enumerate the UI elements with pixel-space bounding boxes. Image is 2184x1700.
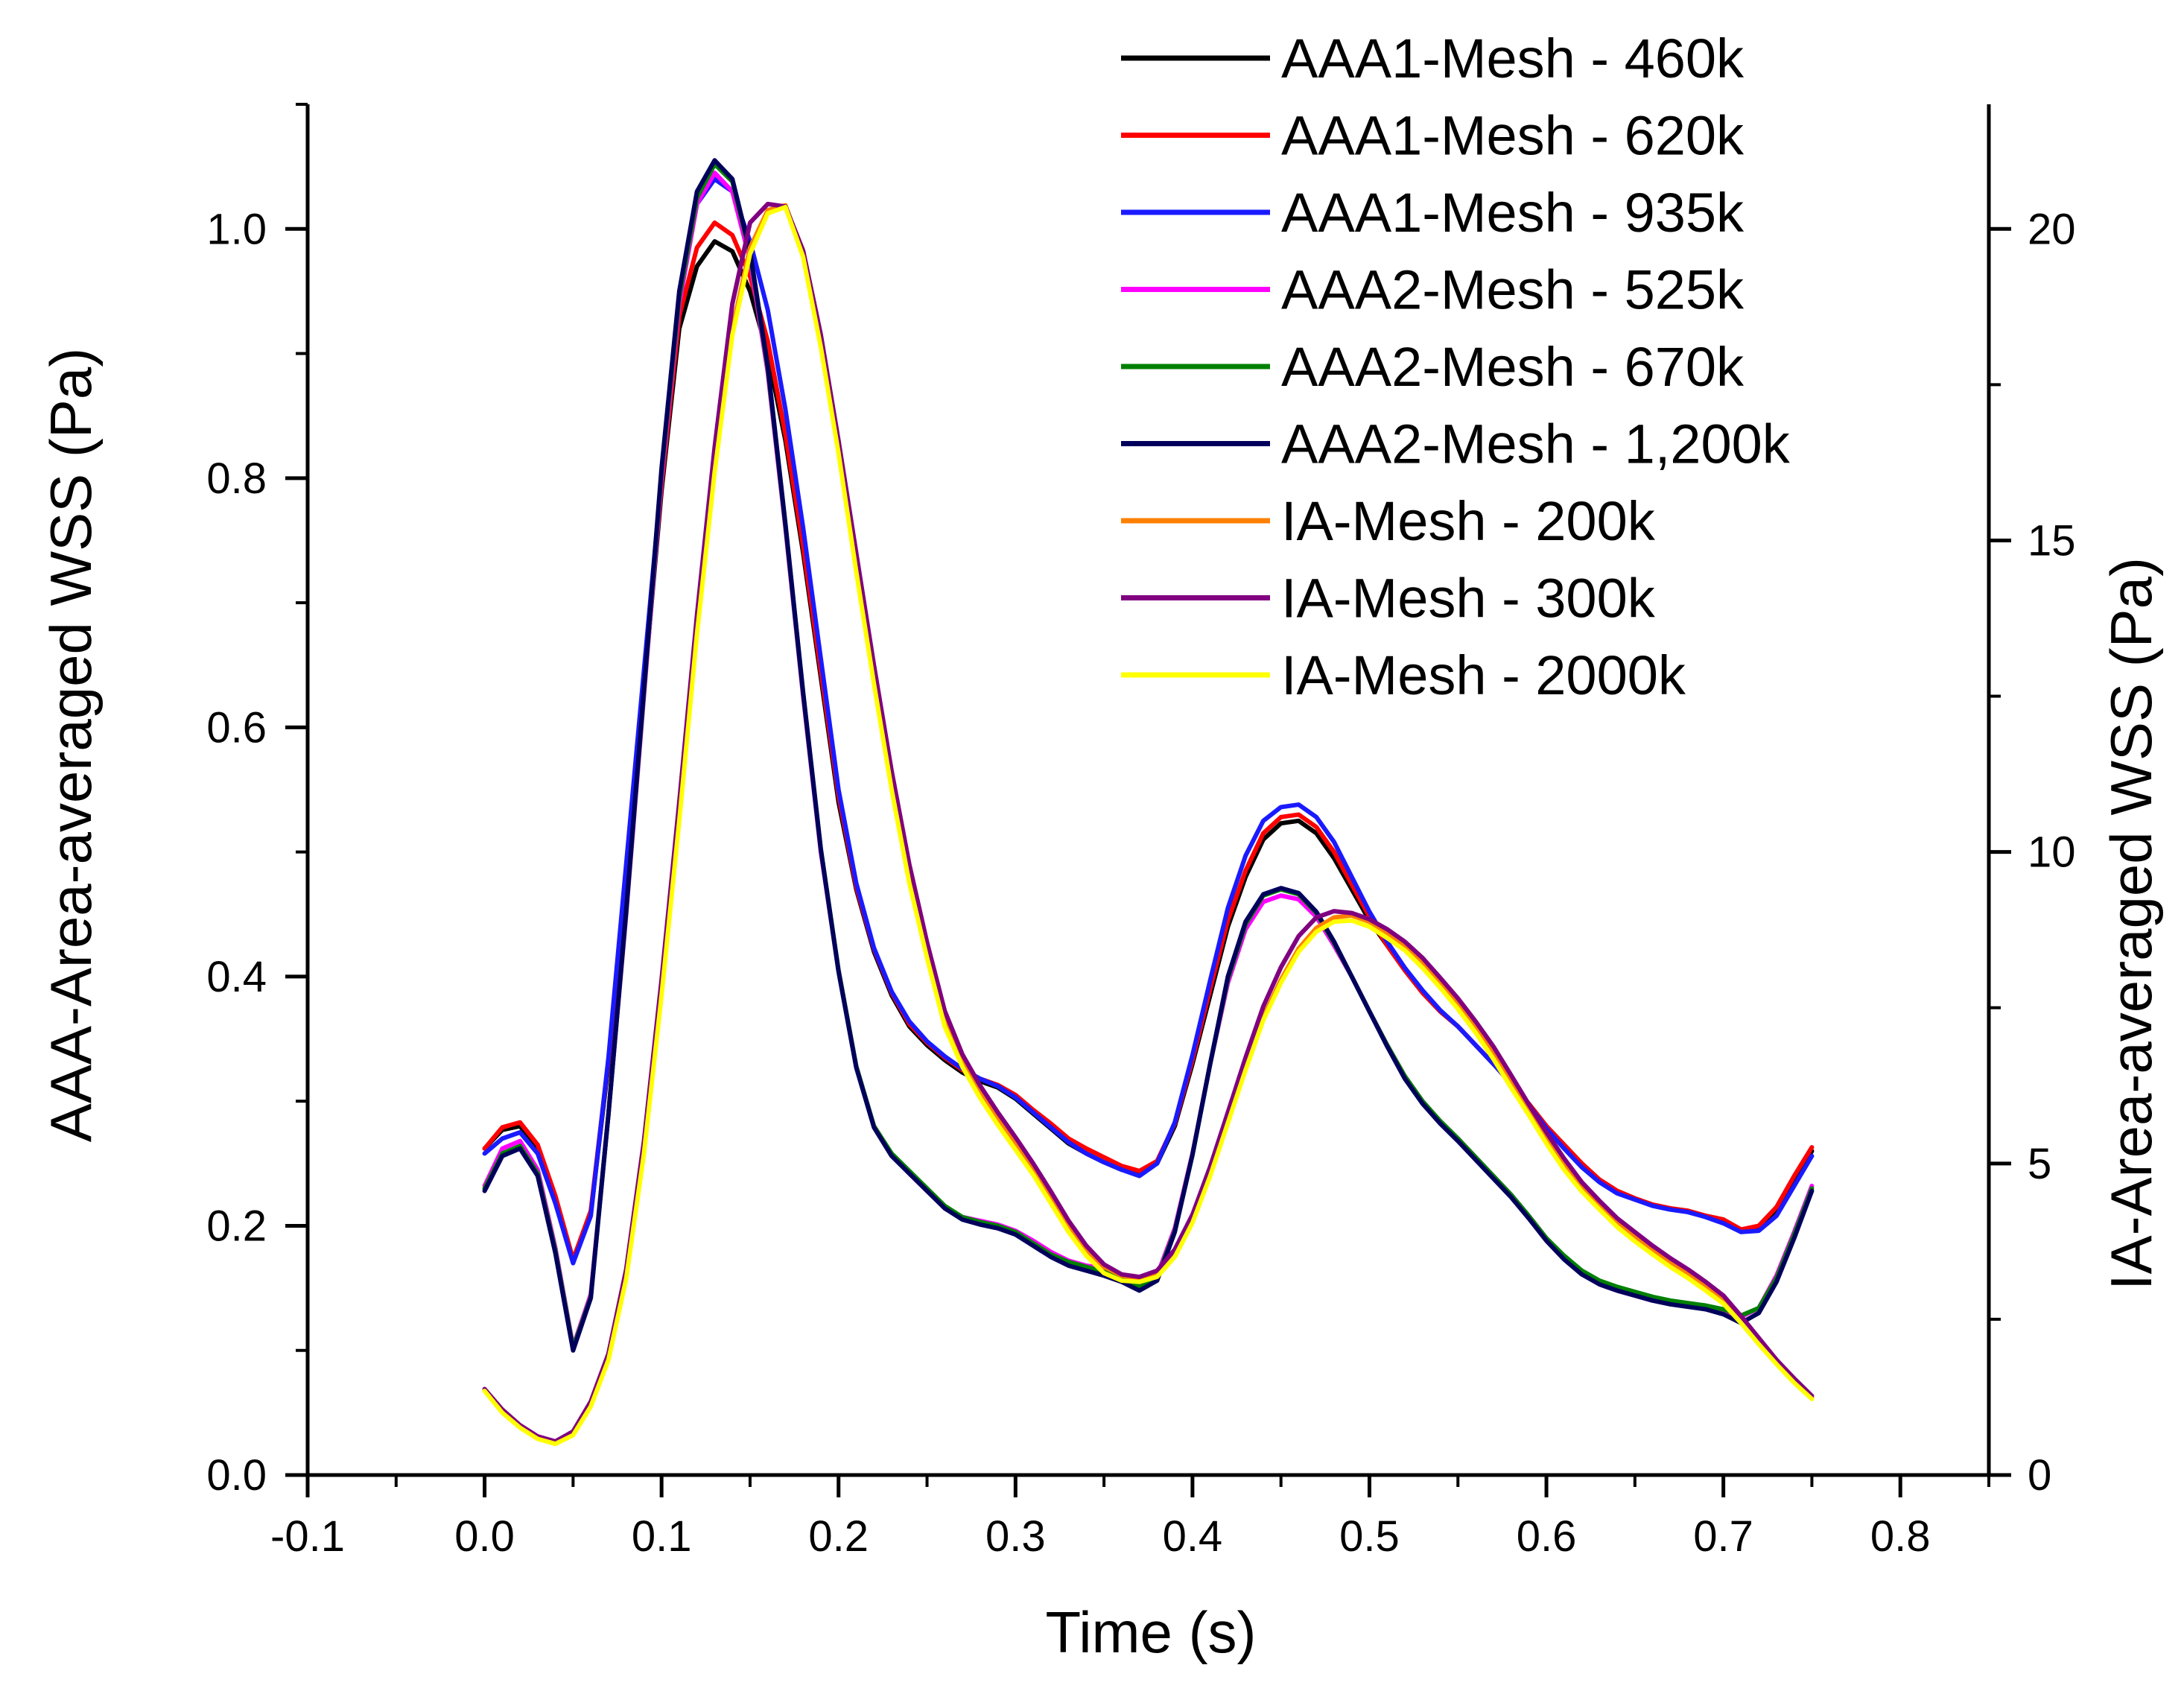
y-right-tick-label: 15 <box>2028 516 2076 565</box>
series-line-6 <box>482 158 1815 1353</box>
x-tick-label: 0.6 <box>1517 1512 1577 1561</box>
x-axis-label: Time (s) <box>1045 1599 1256 1665</box>
x-tick-label: -0.1 <box>270 1512 345 1561</box>
y-right-tick-label: 20 <box>2028 205 2076 253</box>
y-left-tick-label: 0.6 <box>206 703 267 752</box>
y-left-tick-label: 1.0 <box>206 205 267 253</box>
legend-label: AAA2-Mesh - 1,200k <box>1281 413 1791 475</box>
y-left-tick-label: 0.2 <box>206 1202 267 1250</box>
y-right-tick-label: 5 <box>2028 1140 2051 1188</box>
y-axis-left-label: AAA-Area-averaged WSS (Pa) <box>38 348 104 1142</box>
x-tick-label: 0.8 <box>1870 1512 1931 1561</box>
series-line-8 <box>482 201 1815 1444</box>
y-left-tick-label: 0.8 <box>206 454 267 503</box>
x-tick-label: 0.3 <box>985 1512 1046 1561</box>
x-tick-label: 0.0 <box>454 1512 515 1561</box>
series-line-5 <box>482 162 1815 1351</box>
x-tick-label: 0.4 <box>1163 1512 1223 1561</box>
legend-label: IA-Mesh - 200k <box>1281 490 1656 552</box>
legend: AAA1-Mesh - 460k AAA1-Mesh - 620k AAA1-Mes… <box>1121 28 1791 706</box>
y-ticks-right: 0 5 10 15 20 <box>1989 205 2076 1500</box>
legend-label: AAA1-Mesh - 620k <box>1281 105 1745 167</box>
y-axis-right-label: IA-Area-averaged WSS (Pa) <box>2098 557 2164 1290</box>
series-line-2 <box>482 220 1815 1262</box>
series-layer <box>482 158 1815 1447</box>
legend-label: AAA1-Mesh - 935k <box>1281 182 1745 244</box>
axes: -0.1 0.0 0.1 0.2 0.3 0.4 0.5 0.6 0.7 0.8 0.00.20.… <box>206 103 2076 1561</box>
y-left-tick-label: 0.0 <box>206 1451 267 1500</box>
legend-label: IA-Mesh - 300k <box>1281 568 1656 629</box>
x-tick-label: 0.7 <box>1693 1512 1753 1561</box>
y-right-tick-label: 0 <box>2028 1451 2051 1500</box>
x-ticks: -0.1 0.0 0.1 0.2 0.3 0.4 0.5 0.6 0.7 0.8 <box>270 1475 1990 1561</box>
x-tick-label: 0.5 <box>1339 1512 1400 1561</box>
legend-label: AAA2-Mesh - 525k <box>1281 259 1745 321</box>
legend-label: IA-Mesh - 2000k <box>1281 644 1686 706</box>
legend-label: AAA1-Mesh - 460k <box>1281 28 1745 89</box>
y-left-tick-label: 0.4 <box>206 953 267 1001</box>
x-tick-label: 0.2 <box>808 1512 869 1561</box>
legend-label: AAA2-Mesh - 670k <box>1281 336 1745 398</box>
x-tick-label: 0.1 <box>632 1512 692 1561</box>
y-right-tick-label: 10 <box>2028 828 2076 877</box>
plot-area <box>482 158 1815 1447</box>
y-ticks-left: 0.0 0.2 0.4 0.6 0.8 1.0 <box>206 103 308 1500</box>
series-line-9 <box>482 205 1815 1447</box>
